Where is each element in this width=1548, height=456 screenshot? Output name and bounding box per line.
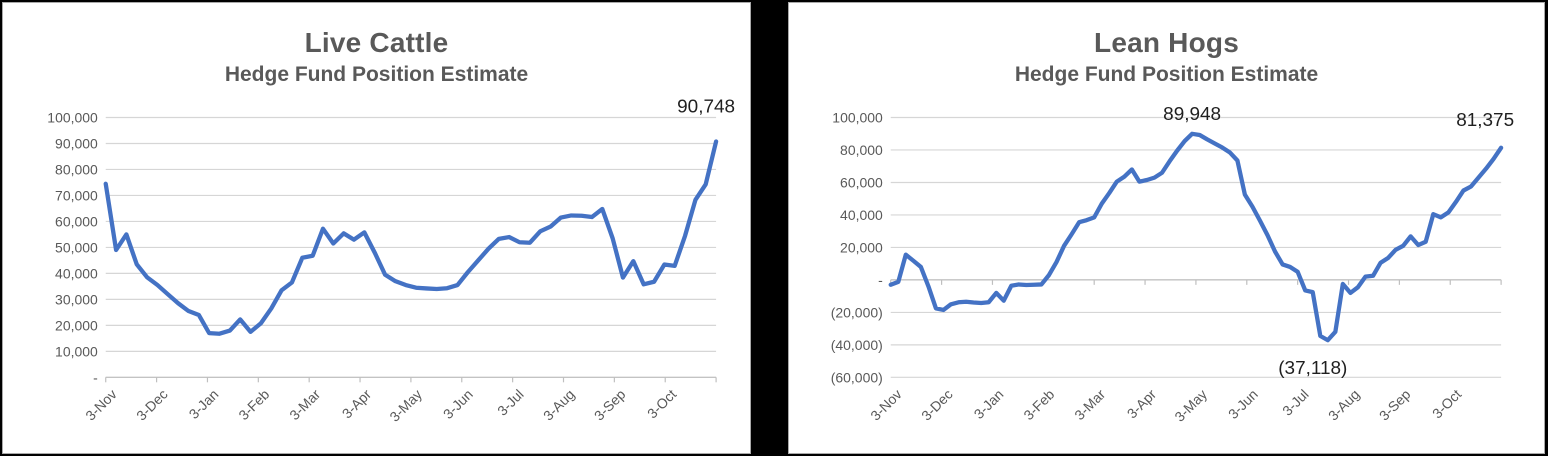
y-axis-tick-label: 20,000 (840, 239, 883, 255)
x-axis-tick-label: 3-Jun (440, 386, 476, 422)
y-axis-tick-label: - (93, 369, 98, 385)
x-axis-tick-label: 3-Jan (186, 386, 222, 422)
x-axis-tick-label: 3-Mar (286, 386, 323, 423)
chart-subtitle: Hedge Fund Position Estimate (224, 63, 529, 86)
x-axis-tick-label: 3-Dec (918, 386, 956, 424)
x-axis-tick-label: 3-Nov (867, 386, 905, 424)
chart-title: Lean Hogs (1094, 27, 1239, 58)
x-axis-tick-label: 3-May (1171, 386, 1210, 425)
y-axis-tick-label: 60,000 (840, 174, 883, 190)
x-axis-tick-label: 3-Apr (1124, 386, 1160, 422)
live-cattle-chart-panel: Live Cattle Hedge Fund Position Estimate… (2, 2, 751, 454)
y-axis-tick-label: 40,000 (55, 265, 98, 281)
data-label: 89,948 (1163, 104, 1221, 125)
y-axis-tick-label: (40,000) (831, 337, 883, 353)
y-axis-tick-label: 100,000 (832, 109, 883, 125)
y-axis-tick-label: - (878, 272, 883, 288)
lean-hogs-plot-group: 100,000 80,000 60,000 40,000 20,000 - (20,000)… (831, 104, 1514, 425)
y-axis-tick-label: 20,000 (55, 317, 98, 333)
data-label: (37,118) (1278, 358, 1347, 379)
lean-hogs-plot: 100,000 80,000 60,000 40,000 20,000 - (20,000)… (831, 104, 1514, 425)
x-axis-tick-label: 3-May (386, 386, 425, 425)
x-axis-tick-label: 3-Jul (494, 386, 527, 419)
y-axis-tick-label: 80,000 (840, 142, 883, 158)
x-axis-tick-label: 3-Aug (540, 386, 578, 424)
y-axis-tick-label: 60,000 (55, 213, 98, 229)
y-axis-tick-label: 80,000 (55, 161, 98, 177)
y-axis-tick-label: (60,000) (831, 369, 883, 385)
y-axis-tick-label: 30,000 (55, 291, 98, 307)
x-axis-tick-label: 3-Oct (1429, 386, 1465, 421)
x-axis-tick-label: 3-Dec (133, 386, 171, 424)
x-axis-tick-label: 3-Mar (1071, 386, 1108, 423)
y-axis-tick-label: 70,000 (55, 187, 98, 203)
x-axis-tick-label: 3-Apr (339, 386, 375, 422)
chart-title: Live Cattle (304, 27, 449, 58)
x-axis-tick-label: 3-Jul (1279, 386, 1312, 419)
y-axis-tick-label: (20,000) (831, 304, 883, 320)
y-axis-tick-label: 100,000 (47, 109, 98, 125)
x-axis-tick-label: 3-Aug (1325, 386, 1363, 424)
x-axis-tick-label: 3-Sep (591, 386, 629, 424)
y-axis-tick-label: 40,000 (840, 207, 883, 223)
live-cattle-plot-group: 100,000 90,000 80,000 70,000 60,000 50,000 40,… (47, 97, 735, 425)
x-axis-tick-label: 3-Nov (82, 386, 120, 424)
chart-subtitle: Hedge Fund Position Estimate (1014, 63, 1319, 86)
x-axis-tick-label: 3-Jan (971, 386, 1007, 422)
y-axis-tick-label: 50,000 (55, 239, 98, 255)
x-axis-tick-label: 3-Sep (1376, 386, 1414, 424)
data-label: 90,748 (677, 97, 735, 118)
lean-hogs-series-line (888, 131, 1504, 343)
x-axis-tick-label: 3-Feb (1020, 386, 1057, 423)
y-axis-tick-label: 10,000 (55, 343, 98, 359)
x-axis-tick-label: 3-Feb (235, 386, 272, 423)
lean-hogs-chart-panel: Lean Hogs Hedge Fund Position Estimate 1… (788, 2, 1545, 454)
x-axis-tick-label: 3-Oct (644, 386, 680, 421)
x-axis-tick-label: 3-Jun (1225, 386, 1261, 422)
live-cattle-plot: 100,000 90,000 80,000 70,000 60,000 50,000 40,… (47, 97, 735, 425)
data-label: 81,375 (1456, 110, 1514, 131)
live-cattle-series-line (103, 139, 719, 336)
y-axis-tick-label: 90,000 (55, 135, 98, 151)
